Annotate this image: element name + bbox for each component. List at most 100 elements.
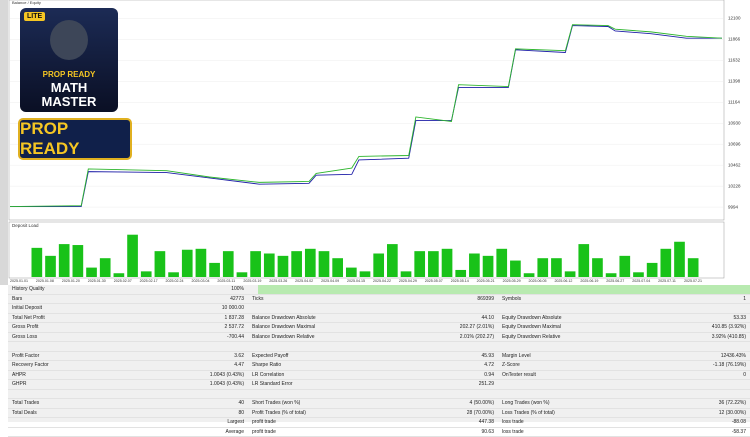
report-cell bbox=[8, 390, 248, 399]
report-label: History Quality bbox=[12, 285, 45, 294]
report-value: 0 bbox=[743, 371, 746, 380]
y-tick-label: 10696 bbox=[728, 141, 741, 146]
report-cell: Z-Score -1.18 (76.19%) bbox=[498, 361, 750, 370]
bar bbox=[86, 268, 97, 277]
report-label: Balance Drawdown Absolute bbox=[252, 314, 316, 323]
report-value: 12 (30.00%) bbox=[719, 409, 746, 418]
y-tick-label: 11398 bbox=[728, 79, 741, 84]
report-label: loss trade bbox=[502, 428, 524, 437]
report-cell bbox=[498, 342, 750, 351]
bar bbox=[510, 261, 521, 277]
report-cell: Short Trades (won %)4 (50.00%) bbox=[248, 399, 498, 408]
x-tick-label: 2025.04.09 bbox=[321, 279, 339, 283]
report-label: LR Standard Error bbox=[252, 380, 293, 389]
report-cell bbox=[498, 304, 750, 313]
report-cell: loss trade-88.08 bbox=[498, 418, 750, 427]
x-tick-label: 2025.03.11 bbox=[217, 279, 235, 283]
report-label: Ticks bbox=[252, 295, 263, 304]
bar bbox=[346, 268, 357, 277]
report-cell bbox=[498, 285, 750, 294]
bar bbox=[250, 251, 261, 277]
report-row bbox=[8, 390, 750, 400]
x-tick-label: 2025.05.21 bbox=[477, 279, 495, 283]
report-value: 1 bbox=[743, 295, 746, 304]
bar bbox=[360, 271, 371, 277]
report-label: Total Net Profit bbox=[12, 314, 45, 323]
report-value: 202.27 (2.01%) bbox=[460, 323, 494, 332]
chart-title: Deposit Load bbox=[12, 223, 39, 228]
x-tick-label: 2025.05.07 bbox=[425, 279, 443, 283]
bar bbox=[592, 258, 603, 277]
report-value: -1.18 (76.19%) bbox=[713, 361, 746, 370]
bar bbox=[73, 245, 84, 277]
report-label: Expected Payoff bbox=[252, 352, 288, 361]
x-tick-label: 2025.05.14 bbox=[451, 279, 469, 283]
report-value: 80 bbox=[238, 409, 244, 418]
y-tick-label: 10228 bbox=[728, 183, 741, 188]
report-value: -58.37 bbox=[732, 428, 746, 437]
report-label: Z-Score bbox=[502, 361, 520, 370]
report-cell bbox=[248, 304, 498, 313]
bar bbox=[688, 258, 699, 277]
x-tick-label: 2025.01.01 bbox=[10, 279, 28, 283]
bar bbox=[155, 251, 166, 277]
bar bbox=[209, 263, 220, 277]
x-tick-label: 2025.06.05 bbox=[529, 279, 547, 283]
bar bbox=[291, 251, 302, 277]
x-tick-label: 2025.07.04 bbox=[632, 279, 650, 283]
bar bbox=[168, 272, 179, 277]
report-value: 53.33 bbox=[733, 314, 746, 323]
bar bbox=[428, 251, 439, 277]
x-tick-label: 2025.04.29 bbox=[399, 279, 417, 283]
bar bbox=[606, 273, 617, 277]
report-value: 100% bbox=[231, 285, 244, 294]
report-label: Symbols bbox=[502, 295, 521, 304]
report-value: 1.0043 (0.43%) bbox=[210, 371, 244, 380]
report-value: 42773 bbox=[230, 295, 244, 304]
load-panel bbox=[9, 222, 724, 278]
report-value: 2.01% (202.27) bbox=[460, 333, 494, 342]
bar bbox=[578, 244, 589, 277]
side-toolbar bbox=[0, 0, 8, 285]
report-label: loss trade bbox=[502, 418, 524, 427]
report-value: 0.94 bbox=[484, 371, 494, 380]
bar bbox=[647, 263, 658, 277]
x-tick-label: 2025.04.22 bbox=[373, 279, 391, 283]
report-value: 2 537.72 bbox=[225, 323, 244, 332]
report-cell: Symbols 1 bbox=[498, 295, 750, 304]
report-cell bbox=[498, 380, 750, 389]
bar bbox=[182, 250, 193, 277]
report-cell bbox=[248, 285, 498, 294]
report-cell bbox=[498, 390, 750, 399]
x-tick-label: 2025.03.26 bbox=[269, 279, 287, 283]
bar bbox=[59, 244, 70, 277]
report-value: 12436.43% bbox=[721, 352, 746, 361]
bar bbox=[223, 251, 234, 277]
logo-line: MASTER bbox=[20, 94, 118, 109]
bar bbox=[565, 271, 576, 277]
report-label: Equity Drawdown Maximal bbox=[502, 323, 561, 332]
report-label: Recovery Factor bbox=[12, 361, 49, 370]
x-tick-label: 2025.01.08 bbox=[36, 279, 54, 283]
x-tick-label: 2025.03.19 bbox=[243, 279, 261, 283]
bar bbox=[469, 254, 480, 278]
report-label: Long Trades (won %) bbox=[502, 399, 550, 408]
logo: LITE PROP READY MATH MASTER bbox=[20, 8, 118, 112]
y-tick-label: 11164 bbox=[728, 99, 740, 104]
bar bbox=[442, 249, 453, 277]
